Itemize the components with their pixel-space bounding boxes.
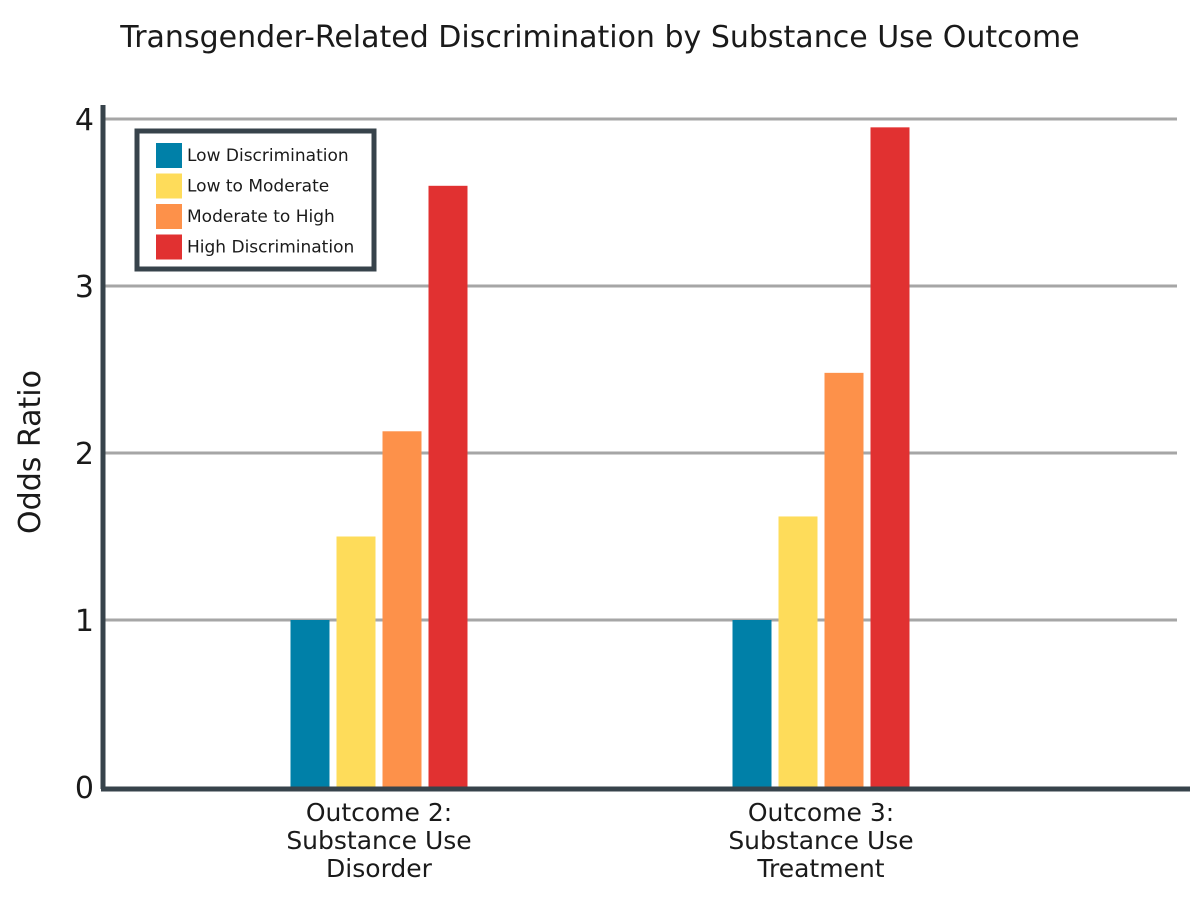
x-category-line: Outcome 3: — [748, 798, 894, 827]
legend-swatch — [156, 143, 182, 168]
y-tick-label: 4 — [75, 103, 94, 138]
y-tick-label: 0 — [75, 771, 94, 806]
x-category-line: Treatment — [756, 854, 884, 883]
axes — [100, 105, 1190, 792]
gridlines — [103, 117, 1177, 622]
y-axis-ticks: 0 1 2 3 4 — [75, 103, 94, 806]
legend: Low Discrimination Low to Moderate Moderat… — [134, 128, 377, 272]
x-category-line: Substance Use — [728, 826, 913, 855]
bar-low-to-moderate — [778, 516, 818, 787]
legend-label: Low Discrimination — [187, 146, 349, 166]
legend-swatch — [156, 234, 182, 260]
legend-swatch — [156, 204, 182, 229]
legend-label: Moderate to High — [187, 207, 335, 227]
bar-low-discrimination — [732, 620, 772, 787]
bar-low-to-moderate — [336, 536, 376, 787]
legend-label: Low to Moderate — [187, 177, 329, 197]
bar-moderate-to-high — [824, 372, 864, 787]
bar-low-discrimination — [290, 620, 330, 787]
legend-label: High Discrimination — [187, 238, 354, 258]
bars — [290, 127, 910, 788]
x-category-label: Outcome 2: Substance Use Disorder — [286, 798, 471, 883]
legend-swatch — [156, 173, 182, 199]
y-tick-label: 1 — [75, 604, 94, 639]
y-axis-label: Odds Ratio — [13, 370, 48, 534]
chart-title: Transgender-Related Discrimination by Su… — [119, 20, 1079, 55]
bar-high-discrimination — [428, 185, 468, 788]
bar-high-discrimination — [870, 127, 910, 788]
x-category-line: Substance Use — [286, 826, 471, 855]
x-category-line: Outcome 2: — [306, 798, 452, 827]
x-category-line: Disorder — [326, 854, 433, 883]
y-tick-label: 3 — [75, 270, 94, 305]
y-tick-label: 2 — [75, 437, 94, 472]
bar-moderate-to-high — [382, 431, 422, 787]
x-category-label: Outcome 3: Substance Use Treatment — [728, 798, 913, 883]
